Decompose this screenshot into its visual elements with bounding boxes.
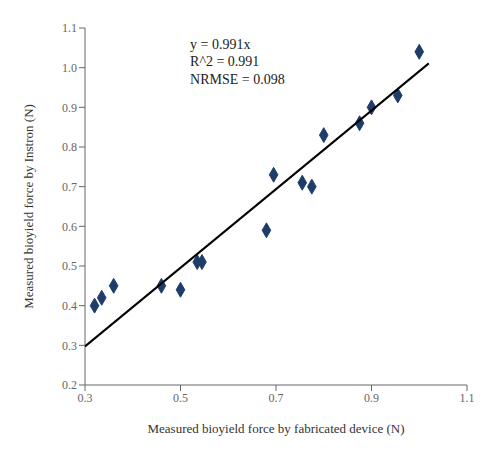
svg-text:0.5: 0.5 bbox=[62, 259, 77, 273]
svg-text:0.3: 0.3 bbox=[62, 339, 77, 353]
svg-text:0.4: 0.4 bbox=[62, 299, 77, 313]
svg-text:0.6: 0.6 bbox=[62, 220, 77, 234]
svg-text:0.5: 0.5 bbox=[173, 391, 188, 405]
svg-text:1.1: 1.1 bbox=[62, 21, 77, 35]
svg-text:0.7: 0.7 bbox=[62, 180, 77, 194]
svg-text:0.9: 0.9 bbox=[62, 101, 77, 115]
svg-text:1.0: 1.0 bbox=[62, 61, 77, 75]
svg-text:Measured bioyield force by Ins: Measured bioyield force by Instron (N) bbox=[21, 104, 36, 309]
svg-text:0.2: 0.2 bbox=[62, 378, 77, 392]
svg-text:0.8: 0.8 bbox=[62, 140, 77, 154]
svg-text:0.7: 0.7 bbox=[269, 391, 284, 405]
svg-text:1.1: 1.1 bbox=[460, 391, 475, 405]
svg-text:0.3: 0.3 bbox=[78, 391, 93, 405]
svg-text:y = 0.991xR^2 = 0.991NRMSE = 0: y = 0.991xR^2 = 0.991NRMSE = 0.098 bbox=[190, 37, 285, 87]
svg-text:Measured bioyield force by fab: Measured bioyield force by fabricated de… bbox=[148, 421, 405, 436]
svg-text:0.9: 0.9 bbox=[364, 391, 379, 405]
